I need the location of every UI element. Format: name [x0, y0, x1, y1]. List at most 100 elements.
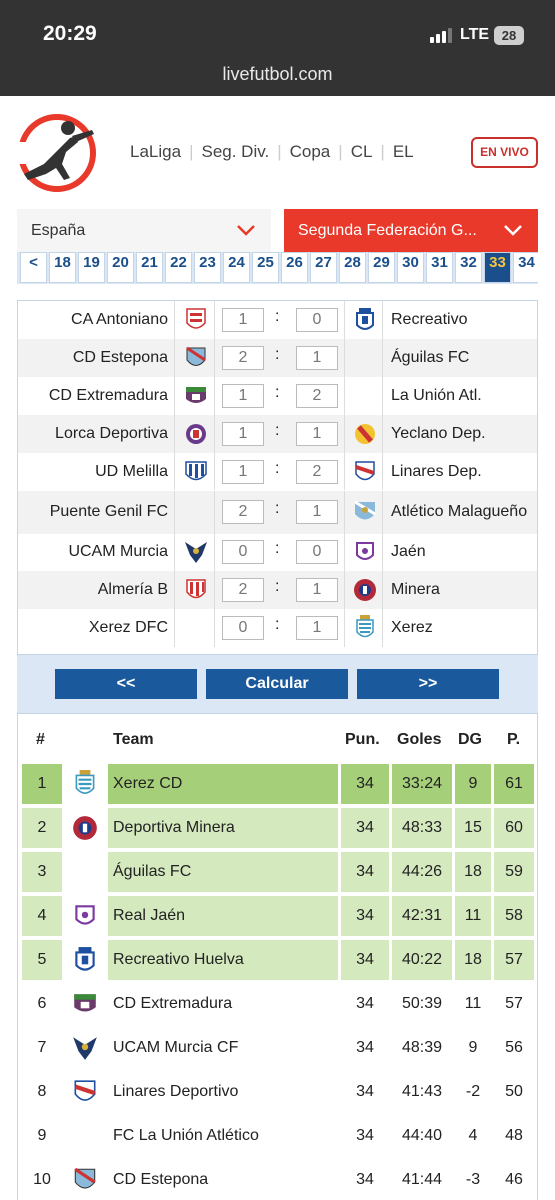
- network-label: LTE: [460, 26, 490, 43]
- cell-bg: [455, 852, 491, 892]
- site-logo[interactable]: [16, 112, 98, 194]
- match-row[interactable]: CD Estepona 2:1 Águilas FC: [18, 338, 537, 377]
- standings-team[interactable]: Xerez CD: [113, 775, 183, 792]
- country-select-value: España: [31, 221, 86, 239]
- standings-team[interactable]: UCAM Murcia CF: [113, 1039, 239, 1056]
- standings-row[interactable]: 2 Deportiva Minera 34 48:33 15 60: [22, 806, 535, 850]
- round-33-button[interactable]: 33: [484, 252, 511, 283]
- cell-bg: [341, 764, 389, 804]
- round-19-button[interactable]: 19: [78, 252, 105, 283]
- standings-goals: 33:24: [401, 775, 443, 792]
- away-team: Jaén: [391, 543, 426, 561]
- standings-row[interactable]: 10 CD Estepona 34 41:44 -3 46: [22, 1158, 535, 1200]
- standings-team[interactable]: Linares Deportivo: [113, 1083, 239, 1100]
- divider: [214, 571, 215, 610]
- match-row[interactable]: Xerez DFC 0:1 Xerez: [18, 609, 537, 648]
- round-34-button[interactable]: 34: [513, 252, 538, 283]
- almeria-crest-icon: [184, 577, 208, 603]
- live-button[interactable]: EN VIVO: [471, 137, 538, 168]
- home-score-input[interactable]: 1: [222, 383, 264, 408]
- round-30-button[interactable]: 30: [397, 252, 424, 283]
- home-score-input[interactable]: 0: [222, 540, 264, 565]
- away-score-input[interactable]: 2: [296, 383, 338, 408]
- standings-team[interactable]: CD Estepona: [113, 1171, 209, 1188]
- divider: [344, 376, 345, 415]
- away-score-input[interactable]: 1: [296, 500, 338, 524]
- standings-points: 59: [505, 863, 523, 880]
- country-select[interactable]: España: [17, 209, 271, 252]
- round-24-button[interactable]: 24: [223, 252, 250, 283]
- standings-pos: 5: [37, 951, 47, 968]
- standings-row[interactable]: 9 FC La Unión Atlético 34 44:40 4 48: [22, 1114, 535, 1158]
- round-28-button[interactable]: 28: [339, 252, 366, 283]
- match-row[interactable]: Puente Genil FC 2:1 Atlético Malagueño: [18, 490, 537, 534]
- round-18-button[interactable]: 18: [49, 252, 76, 283]
- match-row[interactable]: CD Extremadura 1:2 La Unión Atl.: [18, 376, 537, 415]
- away-score-input[interactable]: 1: [296, 345, 338, 370]
- away-score-input[interactable]: 0: [296, 307, 338, 332]
- round-32-button[interactable]: 32: [455, 252, 482, 283]
- divider: [214, 414, 215, 453]
- standings-row[interactable]: 3 Águilas FC 34 44:26 18 59: [22, 850, 535, 894]
- round-22-button[interactable]: 22: [165, 252, 192, 283]
- away-score-input[interactable]: 2: [296, 459, 338, 484]
- round-prev-button[interactable]: <: [20, 252, 47, 283]
- standings-team[interactable]: FC La Unión Atlético: [113, 1127, 259, 1144]
- round-29-button[interactable]: 29: [368, 252, 395, 283]
- standings-row[interactable]: 5 Recreativo Huelva 34 40:22 18 57: [22, 938, 535, 982]
- standings-team[interactable]: Águilas FC: [113, 863, 192, 880]
- round-23-button[interactable]: 23: [194, 252, 221, 283]
- chevron-down-icon: [237, 225, 255, 236]
- standings-row[interactable]: 6 CD Extremadura 34 50:39 11 57: [22, 982, 535, 1026]
- col-goals: Goles: [397, 731, 442, 748]
- url-bar[interactable]: livefutbol.com: [222, 64, 333, 84]
- nav-cl[interactable]: CL: [350, 142, 373, 161]
- round-20-button[interactable]: 20: [107, 252, 134, 283]
- round-25-button[interactable]: 25: [252, 252, 279, 283]
- nav-seg-div[interactable]: Seg. Div.: [201, 142, 270, 161]
- away-score-input[interactable]: 1: [296, 421, 338, 446]
- standings-row[interactable]: 7 UCAM Murcia CF 34 48:39 9 56: [22, 1026, 535, 1070]
- home-score-input[interactable]: 0: [222, 616, 264, 641]
- round-27-button[interactable]: 27: [310, 252, 337, 283]
- next-round-button[interactable]: >>: [357, 669, 499, 699]
- nav-copa[interactable]: Copa: [289, 142, 331, 161]
- standings-team[interactable]: CD Extremadura: [113, 995, 233, 1012]
- nav-el[interactable]: EL: [392, 142, 414, 161]
- divider: [382, 376, 383, 415]
- round-21-button[interactable]: 21: [136, 252, 163, 283]
- standings-row[interactable]: 1 Xerez CD 34 33:24 9 61: [22, 762, 535, 806]
- score-separator: :: [275, 383, 280, 401]
- divider: [174, 533, 175, 572]
- home-score-input[interactable]: 1: [222, 307, 264, 332]
- cell-bg: [494, 808, 534, 848]
- match-row[interactable]: UCAM Murcia 0:0 Jaén: [18, 533, 537, 572]
- home-score-input[interactable]: 2: [222, 500, 264, 524]
- prev-round-button[interactable]: <<: [55, 669, 197, 699]
- away-score-input[interactable]: 0: [296, 540, 338, 565]
- standings-row[interactable]: 4 Real Jaén 34 42:31 11 58: [22, 894, 535, 938]
- nav-separator: |: [277, 142, 282, 161]
- standings-team[interactable]: Real Jaén: [113, 907, 186, 924]
- standings-team[interactable]: Recreativo Huelva: [113, 951, 244, 968]
- ucam-crest-icon: [184, 539, 208, 565]
- home-score-input[interactable]: 2: [222, 345, 264, 370]
- away-score-input[interactable]: 1: [296, 616, 338, 641]
- standings-team[interactable]: Deportiva Minera: [113, 819, 235, 836]
- match-row[interactable]: Lorca Deportiva 1:1 Yeclano Dep.: [18, 414, 537, 453]
- league-select[interactable]: Segunda Federación G...: [284, 209, 538, 252]
- extremadura-crest-icon: [72, 990, 98, 1018]
- match-row[interactable]: Almería B 2:1 Minera: [18, 571, 537, 610]
- round-26-button[interactable]: 26: [281, 252, 308, 283]
- nav-laliga[interactable]: LaLiga: [130, 142, 182, 161]
- home-score-input[interactable]: 1: [222, 459, 264, 484]
- standings-row[interactable]: 8 Linares Deportivo 34 41:43 -2 50: [22, 1070, 535, 1114]
- away-score-input[interactable]: 1: [296, 578, 338, 603]
- home-score-input[interactable]: 1: [222, 421, 264, 446]
- calculate-button[interactable]: Calcular: [206, 669, 348, 699]
- match-row[interactable]: CA Antoniano 1:0 Recreativo: [18, 301, 537, 339]
- home-score-input[interactable]: 2: [222, 578, 264, 603]
- match-row[interactable]: UD Melilla 1:2 Linares Dep.: [18, 452, 537, 491]
- standings-points: 57: [505, 995, 523, 1012]
- round-31-button[interactable]: 31: [426, 252, 453, 283]
